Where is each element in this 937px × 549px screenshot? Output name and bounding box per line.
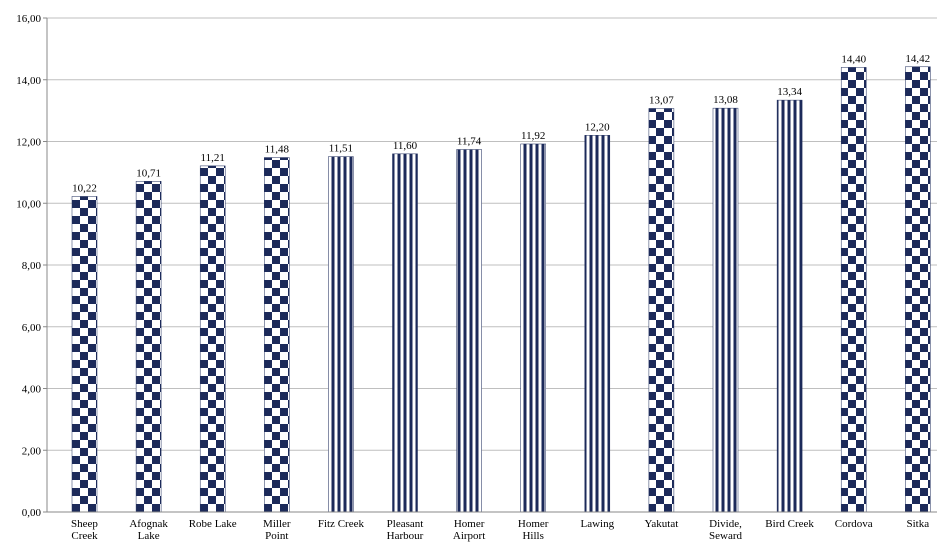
bar (199, 165, 226, 513)
value-label: 11,60 (393, 140, 418, 152)
x-tick-label: Robe Lake (189, 518, 237, 530)
value-label: 12,20 (585, 121, 610, 133)
bar (392, 153, 418, 513)
value-label: 14,42 (905, 53, 930, 65)
x-tick-label: Fitz Creek (318, 518, 365, 530)
x-tick-label: Pleasant Harbour (387, 518, 424, 542)
value-label: 11,51 (329, 143, 353, 155)
bar (520, 143, 546, 513)
value-label: 11,74 (457, 136, 482, 148)
y-tick-label: 14,00 (16, 75, 41, 87)
x-tick-label: Yakutat (645, 518, 679, 530)
x-tick-label: Sitka (906, 518, 929, 530)
y-tick-label: 6,00 (22, 322, 42, 334)
value-label: 14,40 (841, 53, 866, 65)
x-tick-label: Cordova (835, 518, 873, 530)
bar (71, 196, 98, 513)
bar (776, 99, 803, 513)
x-tick-label: Divide, Seward (709, 518, 742, 542)
y-tick-label: 12,00 (16, 137, 41, 149)
value-label: 10,22 (72, 182, 97, 194)
value-label: 11,48 (265, 144, 290, 156)
bar (712, 107, 739, 513)
value-label: 11,92 (521, 130, 545, 142)
x-tick-label: Homer Airport (453, 518, 485, 542)
x-tick-label: Lawing (580, 518, 614, 530)
value-label: 13,08 (713, 94, 738, 106)
bar (328, 156, 354, 513)
y-tick-label: 16,00 (16, 13, 41, 25)
bar (905, 66, 931, 513)
value-label: 11,21 (201, 152, 225, 164)
bar (264, 157, 290, 513)
x-tick-label: Homer Hills (518, 518, 549, 542)
y-tick-label: 8,00 (22, 260, 42, 272)
y-tick-label: 0,00 (22, 507, 42, 519)
x-tick-label: Afognak Lake (129, 518, 168, 542)
value-label: 13,34 (777, 86, 802, 98)
bar (135, 181, 162, 513)
y-tick-label: 10,00 (16, 198, 41, 210)
value-label: 13,07 (649, 94, 674, 106)
x-tick-label: Bird Creek (765, 518, 814, 530)
bar (584, 135, 611, 513)
bar (840, 67, 867, 513)
x-tick-label: Sheep Creek (71, 518, 98, 542)
x-tick-label: Miller Point (263, 518, 291, 542)
y-tick-label: 2,00 (22, 445, 42, 457)
y-tick-label: 4,00 (22, 384, 42, 396)
value-label: 10,71 (136, 167, 161, 179)
bar (456, 149, 482, 513)
bar (648, 108, 675, 513)
